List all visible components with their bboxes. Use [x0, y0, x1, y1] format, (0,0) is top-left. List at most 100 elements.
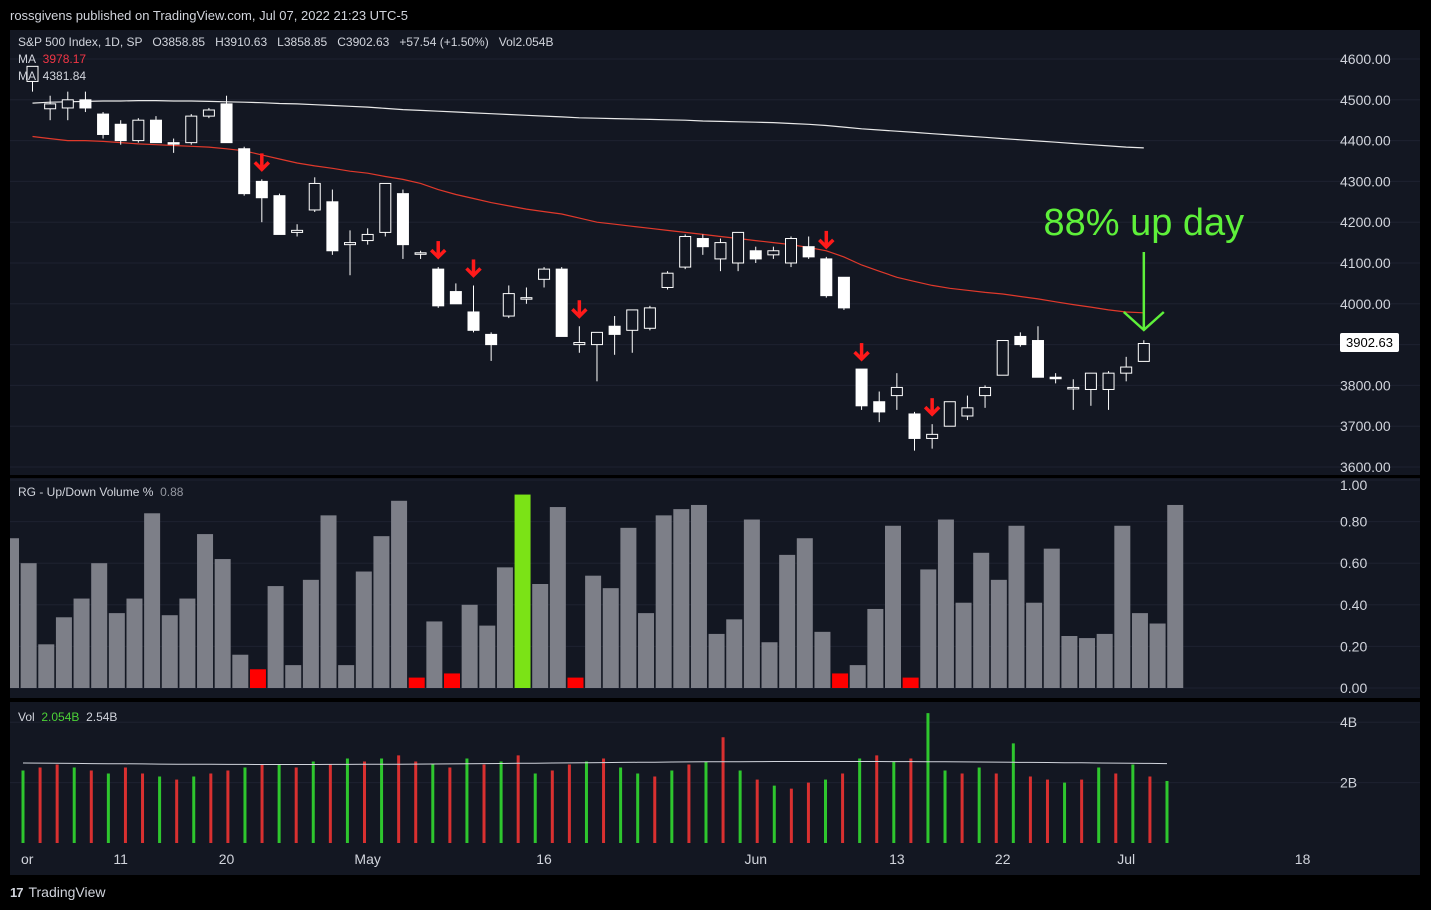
candle[interactable]: [97, 112, 110, 139]
ud-bar[interactable]: [955, 602, 972, 688]
ud-bar[interactable]: [373, 536, 390, 688]
ud-bar[interactable]: [197, 534, 214, 688]
ud-bar[interactable]: [673, 509, 690, 688]
candle[interactable]: [926, 424, 939, 449]
candle[interactable]: [837, 276, 850, 310]
candle[interactable]: [855, 368, 868, 410]
candle[interactable]: [1102, 371, 1115, 410]
ud-bar[interactable]: [144, 513, 161, 688]
candle[interactable]: [308, 177, 321, 212]
ud-bar[interactable]: [108, 613, 125, 688]
ud-bar[interactable]: [479, 625, 496, 688]
candle[interactable]: [555, 267, 568, 337]
ud-bar[interactable]: [1008, 525, 1025, 688]
candle[interactable]: [714, 238, 727, 272]
candle[interactable]: [167, 138, 180, 153]
candle[interactable]: [467, 285, 480, 333]
candle[interactable]: [1031, 326, 1044, 378]
candle[interactable]: [344, 230, 357, 276]
candle[interactable]: [961, 395, 974, 421]
candle[interactable]: [696, 234, 709, 255]
volume-chart[interactable]: 2B 4B: [10, 702, 1420, 845]
ud-bar[interactable]: [920, 569, 937, 688]
candle[interactable]: [432, 267, 445, 308]
candle[interactable]: [873, 391, 886, 423]
ud-bar[interactable]: [726, 619, 743, 688]
candle[interactable]: [132, 118, 145, 143]
candle[interactable]: [1137, 340, 1150, 362]
ud-bar[interactable]: [3, 538, 19, 688]
ud-bar[interactable]: [55, 617, 72, 688]
updown-volume-pane[interactable]: 0.00 0.20 0.40 0.60 0.80 1.00 RG - Up/Down Vo…: [3, 477, 1420, 698]
ud-bar[interactable]: [73, 598, 90, 688]
candle[interactable]: [44, 95, 57, 121]
candle[interactable]: [61, 91, 74, 121]
candle[interactable]: [979, 385, 992, 408]
ud-bar[interactable]: [867, 608, 884, 688]
ud-bar[interactable]: [1061, 636, 1078, 688]
price-chart[interactable]: 3600.003700.003800.003900.004000.004100.…: [10, 30, 1420, 475]
ud-bar[interactable]: [1079, 638, 1096, 688]
ud-bar[interactable]: [232, 654, 249, 688]
ud-bar[interactable]: [20, 563, 37, 688]
candle[interactable]: [185, 114, 198, 145]
ud-bar[interactable]: [849, 665, 866, 688]
ud-bar[interactable]: [585, 575, 602, 688]
candle[interactable]: [220, 95, 233, 144]
ud-bar[interactable]: [973, 552, 990, 688]
candle[interactable]: [608, 316, 621, 355]
ud-bar[interactable]: [779, 554, 796, 688]
ud-bar[interactable]: [38, 644, 55, 688]
ud-bar[interactable]: [1149, 623, 1166, 688]
ud-bar[interactable]: [567, 677, 584, 688]
candle[interactable]: [996, 340, 1009, 376]
ud-bar[interactable]: [285, 665, 302, 688]
ud-bar[interactable]: [214, 559, 231, 688]
ud-bar[interactable]: [814, 631, 831, 688]
candle[interactable]: [202, 107, 215, 119]
ud-bar[interactable]: [602, 588, 619, 688]
ud-bar[interactable]: [708, 633, 725, 688]
ud-bar[interactable]: [461, 604, 478, 688]
candle[interactable]: [749, 246, 762, 263]
ud-bar[interactable]: [408, 677, 425, 688]
ud-bar[interactable]: [391, 500, 408, 688]
ud-bar[interactable]: [1114, 525, 1131, 688]
candle[interactable]: [732, 231, 745, 272]
ud-bar[interactable]: [320, 515, 337, 688]
candle[interactable]: [538, 267, 551, 288]
updown-volume-chart[interactable]: 0.00 0.20 0.40 0.60 0.80 1.00: [3, 477, 1420, 698]
ud-bar[interactable]: [796, 538, 813, 688]
candle[interactable]: [326, 189, 339, 255]
candle[interactable]: [626, 309, 639, 353]
candle[interactable]: [820, 256, 833, 298]
ud-bar[interactable]: [885, 525, 901, 688]
candle[interactable]: [485, 332, 498, 361]
candle[interactable]: [414, 250, 427, 259]
candle[interactable]: [520, 287, 533, 304]
ud-bar[interactable]: [426, 621, 443, 688]
candle[interactable]: [361, 228, 374, 245]
candle[interactable]: [502, 285, 515, 319]
ud-bar[interactable]: [1043, 548, 1060, 688]
ud-bar[interactable]: [638, 613, 655, 688]
candle[interactable]: [255, 179, 268, 223]
candle[interactable]: [661, 271, 674, 290]
candle[interactable]: [273, 193, 286, 235]
ud-bar[interactable]: [655, 515, 672, 688]
ud-bar[interactable]: [514, 494, 531, 688]
candle[interactable]: [643, 305, 656, 331]
ud-bar[interactable]: [832, 673, 849, 688]
ud-bar[interactable]: [338, 665, 355, 688]
candle[interactable]: [1014, 332, 1027, 347]
ud-bar[interactable]: [302, 579, 319, 688]
ud-bar[interactable]: [126, 598, 143, 688]
ud-bar[interactable]: [1026, 602, 1043, 688]
ud-bar[interactable]: [761, 642, 778, 688]
candle[interactable]: [396, 189, 409, 259]
ud-bar[interactable]: [1167, 504, 1184, 688]
candle[interactable]: [767, 246, 780, 259]
ud-bar[interactable]: [549, 507, 566, 688]
time-axis[interactable]: or 11 20 May 16 Jun 13 22 Jul 18: [10, 845, 1420, 875]
candle[interactable]: [890, 373, 903, 410]
